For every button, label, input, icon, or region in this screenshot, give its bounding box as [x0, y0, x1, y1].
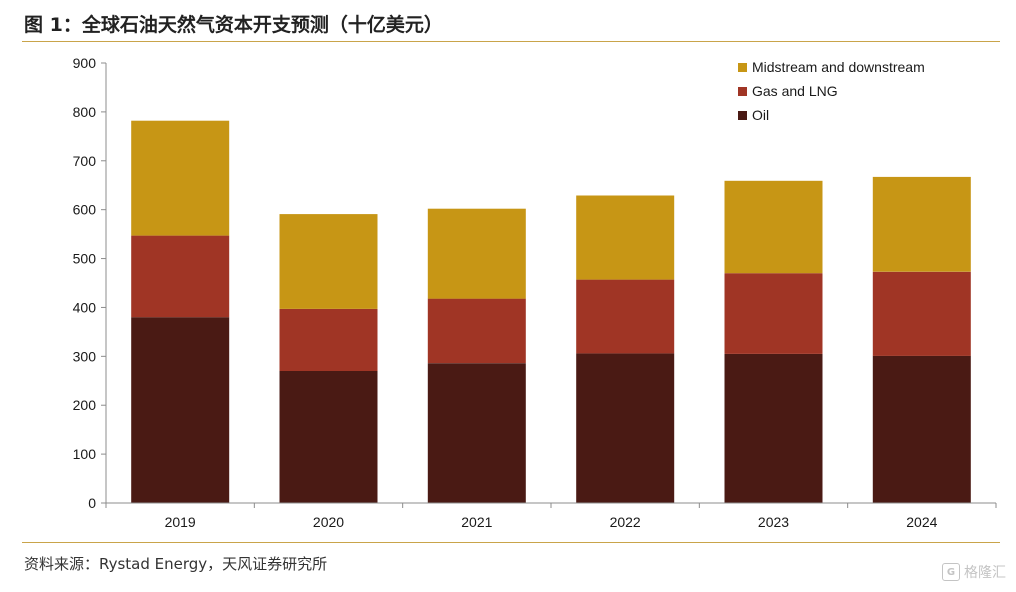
bar-oil-2020: [279, 371, 378, 503]
bar-midstream-and-downstream-2020: [279, 214, 378, 309]
y-tick-label: 0: [88, 495, 96, 511]
title-divider: [22, 41, 1000, 42]
source-note: 资料来源：Rystad Energy，天风证券研究所: [24, 555, 328, 573]
stacked-bar-chart: 0 100 200 300 400 500 600 700 800 900 2019 2020 2021…: [73, 55, 997, 530]
legend-swatch-oil: [738, 111, 747, 120]
bar-gas-and-lng-2023: [724, 273, 823, 354]
legend-label-midstream-and-downstream: Midstream and downstream: [752, 59, 925, 75]
bar-midstream-and-downstream-2022: [576, 195, 675, 280]
chart-title: 图 1：全球石油天然气资本开支预测（十亿美元）: [24, 14, 443, 36]
y-tick-label: 500: [73, 251, 97, 267]
bar-gas-and-lng-2020: [279, 308, 378, 371]
y-tick-label: 100: [73, 446, 97, 462]
bar-midstream-and-downstream-2024: [872, 176, 971, 272]
bar-gas-and-lng-2024: [872, 271, 971, 356]
legend-label-oil: Oil: [752, 107, 769, 123]
x-tick-label: 2021: [461, 514, 492, 530]
bar-oil-2024: [872, 355, 971, 503]
x-tick-label: 2019: [165, 514, 196, 530]
x-tick-label: 2022: [610, 514, 641, 530]
bar-oil-2021: [427, 363, 526, 503]
legend-label-gas-and-lng: Gas and LNG: [752, 83, 838, 99]
y-tick-label: 900: [73, 55, 97, 71]
footer-divider: [22, 542, 1000, 543]
bar-midstream-and-downstream-2021: [427, 208, 526, 299]
x-tick-label: 2023: [758, 514, 789, 530]
watermark-logo-icon: G: [942, 563, 960, 581]
y-tick-label: 600: [73, 202, 97, 218]
bar-gas-and-lng-2021: [427, 298, 526, 364]
y-tick-label: 700: [73, 153, 97, 169]
bar-gas-and-lng-2022: [576, 279, 675, 354]
watermark: G 格隆汇: [942, 562, 1006, 582]
axes-layer: 0 100 200 300 400 500 600 700 800 900 2019 2020 2021…: [73, 55, 997, 530]
bar-midstream-and-downstream-2023: [724, 180, 823, 274]
legend-swatch-midstream-and-downstream: [738, 63, 747, 72]
bar-gas-and-lng-2019: [131, 235, 230, 318]
watermark-text: 格隆汇: [964, 565, 1006, 581]
bar-oil-2022: [576, 353, 675, 503]
y-tick-label: 200: [73, 397, 97, 413]
bar-oil-2019: [131, 317, 230, 503]
y-tick-label: 400: [73, 299, 97, 315]
legend: Midstream and downstream Gas and LNG Oil: [738, 59, 925, 123]
x-tick-label: 2020: [313, 514, 344, 530]
bar-oil-2023: [724, 353, 823, 503]
y-tick-label: 300: [73, 348, 97, 364]
legend-swatch-gas-and-lng: [738, 87, 747, 96]
bars-layer: [131, 120, 971, 503]
bar-midstream-and-downstream-2019: [131, 120, 230, 236]
x-tick-label: 2024: [906, 514, 937, 530]
y-tick-label: 800: [73, 104, 97, 120]
